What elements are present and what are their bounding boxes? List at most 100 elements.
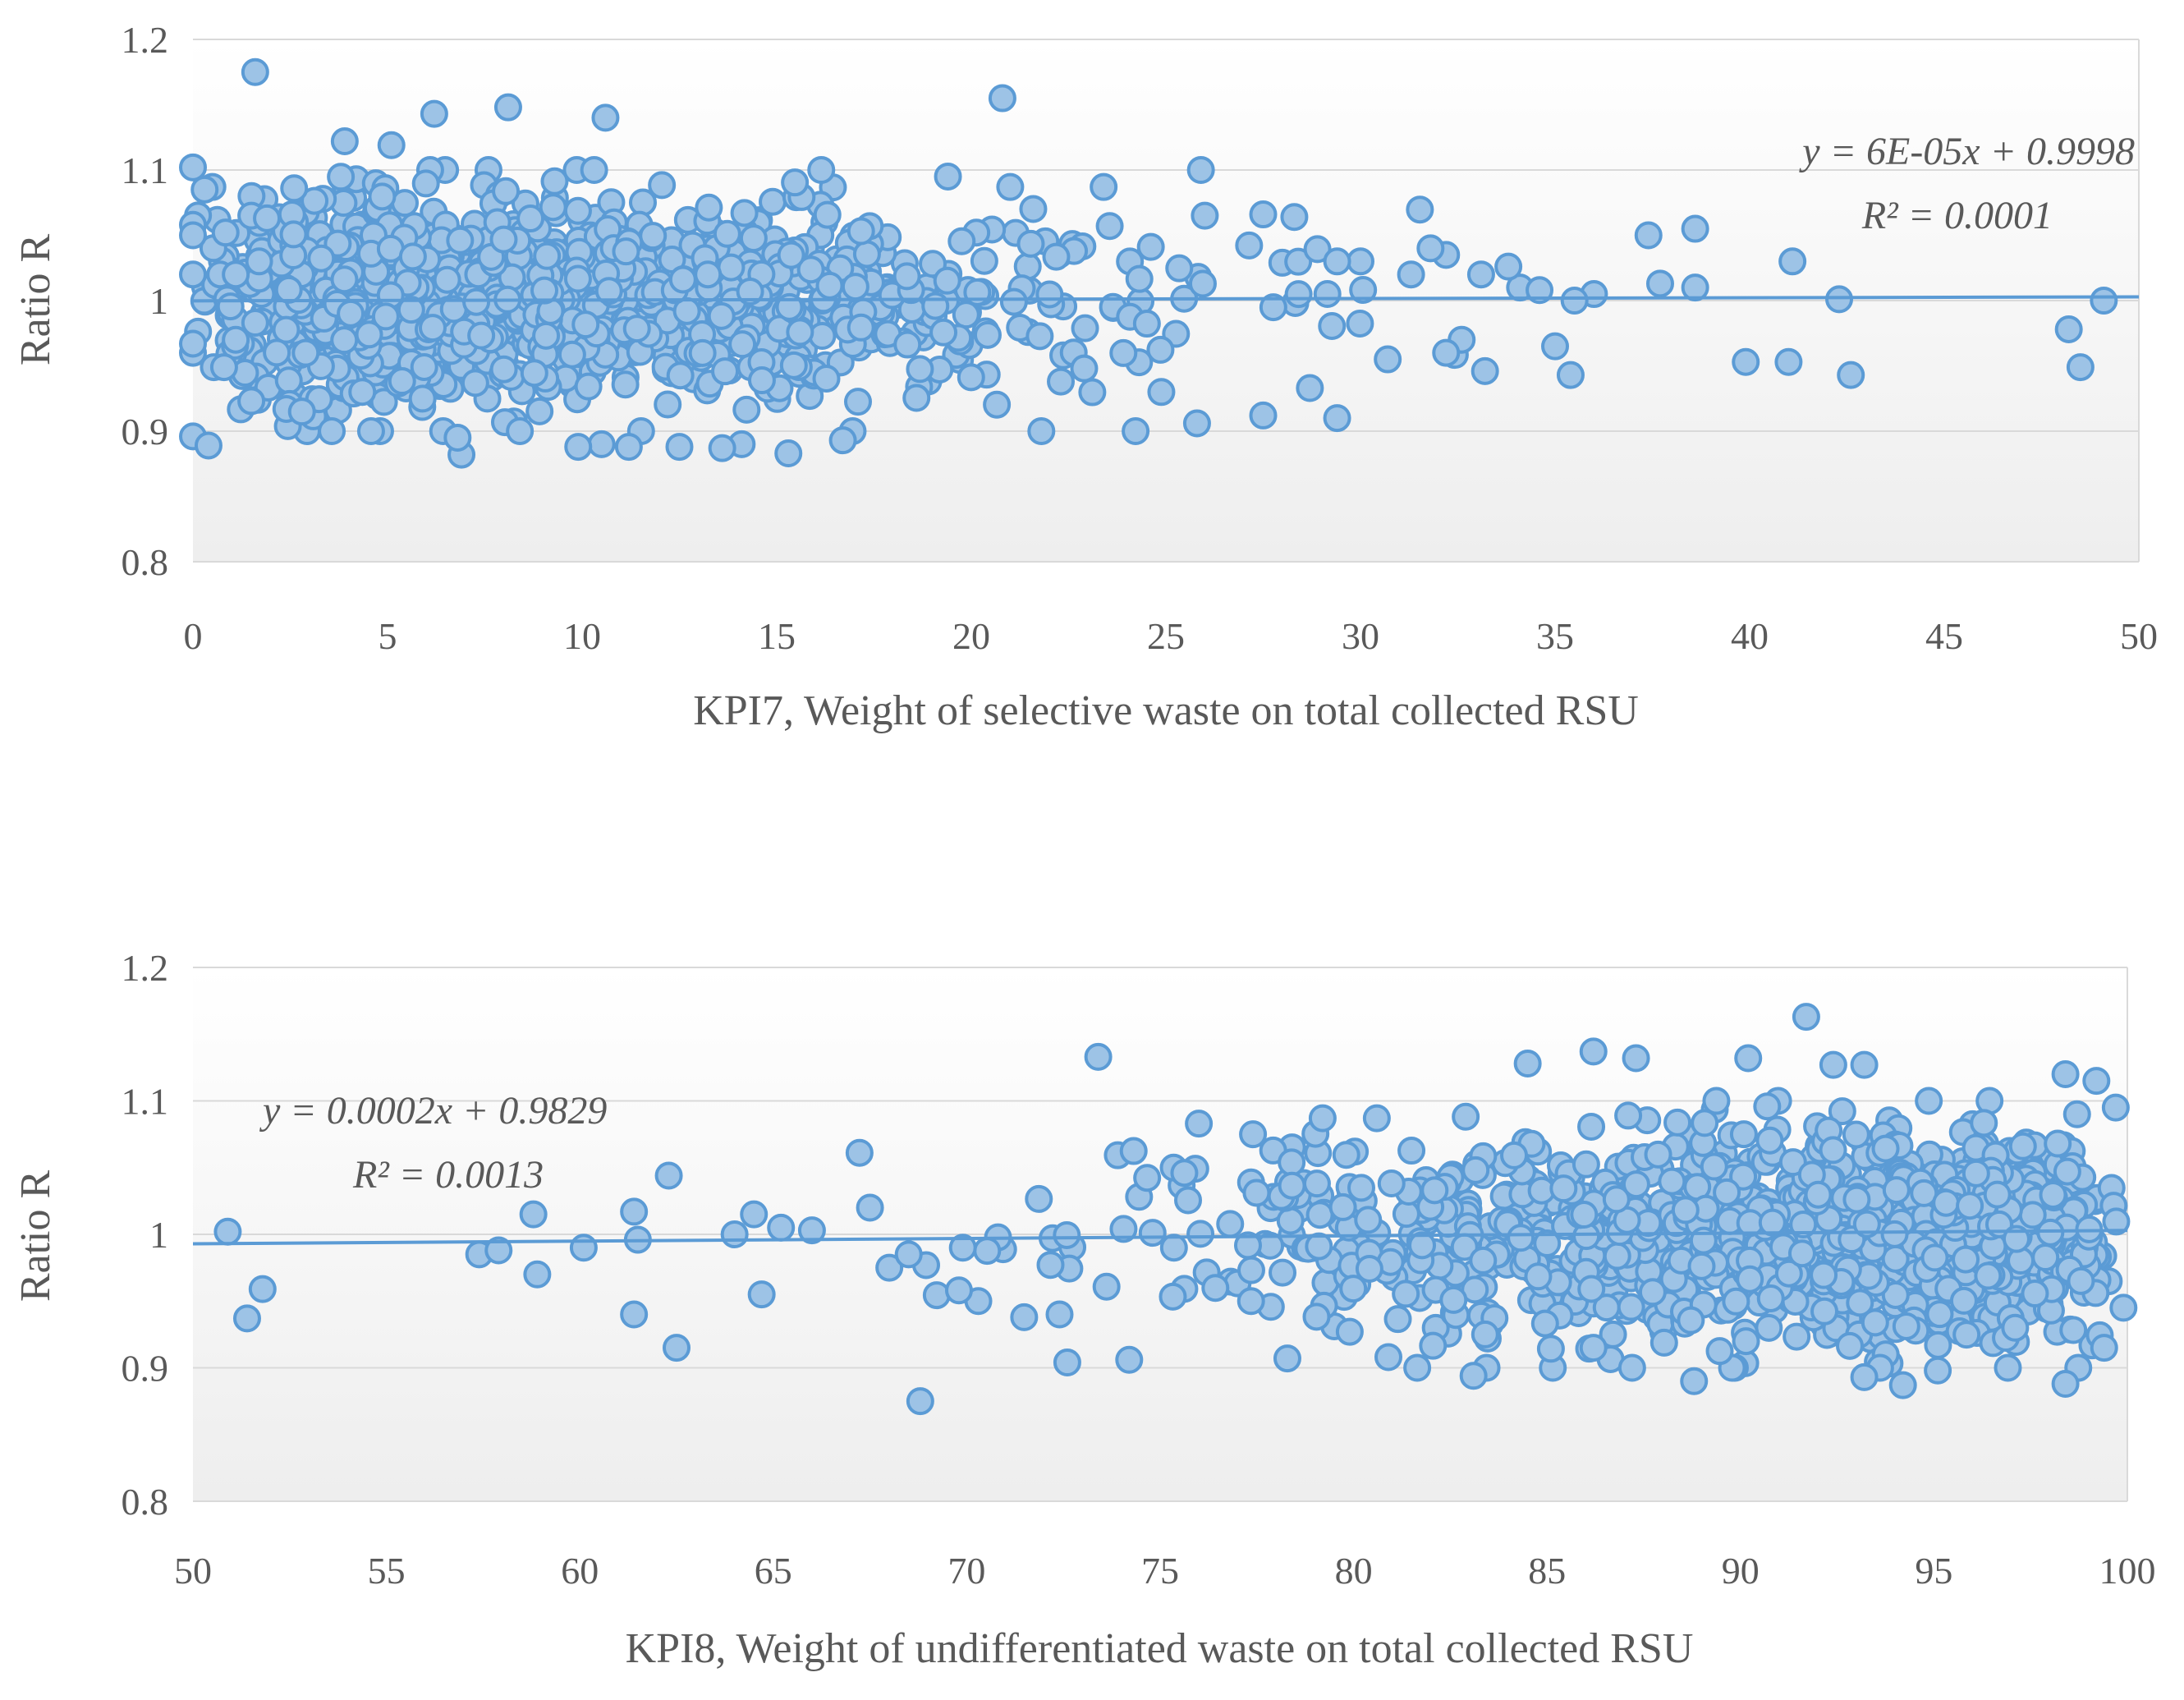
data-point [493,93,522,122]
data-point [1507,1224,1535,1252]
data-point [663,1334,691,1362]
data-point [612,237,640,266]
data-point [1132,310,1161,338]
data-point [2067,1266,2095,1295]
data-point [2090,1334,2118,1362]
data-point [1397,260,1425,289]
data-point [411,169,440,198]
data-point [1092,1272,1121,1301]
data-point [398,242,427,271]
data-point [1216,1210,1245,1238]
data-point [730,199,759,227]
data-point [287,397,316,426]
data-point [1284,280,1313,309]
data-point [433,265,461,294]
data-point [274,366,303,395]
data-point [211,218,240,247]
data-point [1452,1102,1480,1131]
data-point [666,361,695,390]
data-point [571,310,600,339]
data-point [1952,1321,1981,1349]
data-point [1249,200,1278,229]
data-point [668,265,697,294]
data-point [1556,361,1585,389]
data-point [1882,1176,1911,1205]
data-point [1755,1126,1784,1155]
data-point [970,246,998,275]
data-point [1622,1044,1650,1073]
kpi7-scatter-chart: 0.8 0.9 1 1.1 1.2 0 5 10 15 20 25 30 35 40 45 50 y = 6… [12,19,2158,734]
data-point [973,320,1002,349]
data-point [856,1193,884,1222]
data-point [1658,1167,1686,1196]
data-point [620,1197,649,1226]
data-point [1235,231,1264,260]
data-point [1774,347,1803,376]
x-tick-label: 55 [368,1550,406,1592]
data-point [307,244,336,273]
data-point [1323,404,1351,433]
data-point [2021,1280,2049,1308]
data-point [828,426,857,455]
data-point [377,131,406,159]
data-point [1783,1322,1811,1351]
data-point [1185,1110,1214,1138]
y-tick-label: 1 [149,280,168,322]
data-point [1702,1087,1731,1115]
data-point [1560,287,1589,315]
data-point [1053,1220,1081,1249]
data-point [1753,1092,1782,1121]
data-point [1758,1208,1787,1237]
data-point [1915,1087,1943,1115]
data-point [893,330,922,359]
data-point [781,168,810,197]
data-point [368,182,397,211]
data-point [1397,1137,1426,1165]
x-tick-label: 40 [1731,615,1769,657]
data-point [688,338,717,367]
data-point [355,320,383,349]
data-point [906,355,934,384]
data-point [1810,1261,1838,1289]
data-point [1671,1196,1700,1224]
data-point [1924,1330,1952,1359]
data-point [1469,1246,1498,1275]
data-point [1109,338,1138,367]
data-point [190,175,219,204]
data-point [1237,1256,1265,1284]
data-point [525,397,554,425]
data-point [813,200,842,229]
data-point [747,1280,776,1309]
data-point [1259,293,1287,322]
data-point [1722,1287,1750,1316]
data-point [944,1276,973,1305]
y-tick-label: 1.1 [122,1081,169,1123]
data-point [539,193,567,222]
data-point [711,357,740,386]
data-point [1956,1192,1984,1220]
x-tick-label: 15 [758,615,796,657]
data-point [1016,229,1045,258]
data-point [563,264,592,293]
trendline-equation: y = 0.0002x + 0.9829 [259,1089,607,1133]
x-tick-label: 50 [174,1550,212,1592]
data-point [446,226,475,255]
data-point [408,384,437,413]
data-point [327,163,356,191]
data-point [272,315,301,344]
data-point [1713,1178,1741,1206]
data-point [194,431,223,460]
data-point [1025,1184,1053,1213]
data-point [2059,1316,2088,1344]
r-squared: R² = 0.0013 [352,1153,544,1197]
data-point [1579,1334,1608,1362]
data-point [2054,315,2083,343]
data-point [1302,1303,1331,1331]
data-point [1159,1282,1187,1311]
data-point [1165,254,1194,283]
data-point [1186,156,1215,184]
data-point [620,1300,649,1329]
data-point [248,1275,277,1303]
data-point [845,1138,874,1167]
data-point [1602,1185,1631,1214]
